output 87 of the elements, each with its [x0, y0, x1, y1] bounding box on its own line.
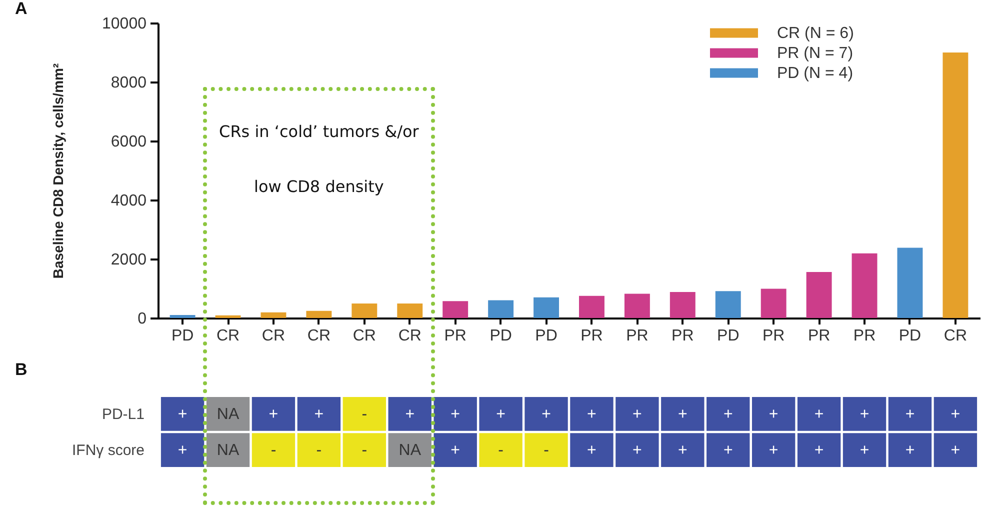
- text: +: [450, 442, 460, 460]
- bar: [806, 272, 832, 318]
- y-tick-label: 2000: [110, 252, 147, 268]
- x-tick-label: CR: [398, 328, 422, 344]
- x-tick-label: PR: [672, 328, 694, 344]
- y-tick-label: 8000: [110, 74, 147, 92]
- bar: [306, 310, 332, 318]
- text: +: [678, 442, 688, 460]
- bar: [579, 296, 604, 318]
- x-tick-label: PD: [535, 328, 558, 344]
- bar: [942, 52, 968, 318]
- text: +: [587, 442, 596, 460]
- bar: [897, 248, 923, 318]
- text: +: [768, 442, 778, 460]
- text: +: [678, 406, 688, 423]
- bar: [670, 292, 696, 318]
- bar: [352, 304, 378, 318]
- text: CRs in ‘cold’ tumors &/or low CD8 density: [219, 122, 419, 196]
- text: +: [814, 406, 824, 423]
- x-tick-label: CR: [216, 328, 240, 344]
- x-tick-label: CR: [352, 328, 376, 344]
- bar: [442, 301, 468, 318]
- text: -: [498, 442, 504, 460]
- x-tick-label: PD: [490, 328, 512, 344]
- text: +: [860, 442, 870, 460]
- bar: [715, 291, 741, 318]
- text: +: [905, 442, 915, 460]
- y-tick-label: IFNγ score: [72, 442, 144, 460]
- text: -: [362, 406, 368, 423]
- text: NA: [216, 442, 240, 460]
- legend-label: PR (N = 7): [777, 45, 854, 62]
- text: +: [178, 406, 188, 423]
- text: +: [768, 406, 778, 423]
- text: +: [587, 406, 596, 423]
- text: +: [723, 406, 733, 423]
- x-tick-label: CR: [262, 328, 286, 344]
- text: +: [950, 406, 960, 423]
- bar: [215, 315, 241, 318]
- x-tick-label: CR: [307, 328, 330, 344]
- y-tick-label: 6000: [110, 134, 147, 150]
- text: NA: [398, 442, 421, 460]
- bar: [760, 288, 786, 318]
- x-tick-label: PR: [808, 328, 830, 344]
- text: +: [542, 406, 551, 423]
- text: +: [405, 406, 415, 423]
- text: -: [544, 442, 549, 460]
- text: A: [15, 0, 28, 18]
- x-tick-label: PD: [717, 328, 740, 344]
- y-tick-label: 4000: [110, 192, 147, 210]
- x-tick-label: PR: [853, 328, 876, 344]
- y-tick-label: 0: [138, 310, 147, 328]
- text: -: [270, 442, 276, 460]
- text: +: [860, 406, 870, 423]
- text: +: [178, 442, 188, 460]
- bar: [260, 312, 286, 318]
- text: +: [268, 406, 278, 423]
- x-tick-label: PR: [580, 328, 603, 344]
- text: +: [905, 406, 915, 423]
- text: NA: [216, 406, 240, 423]
- x-tick-label: PR: [762, 328, 785, 344]
- bar: [488, 300, 514, 318]
- legend-label: PD (N = 4): [777, 65, 854, 82]
- y-tick-label: PD-L1: [102, 406, 144, 423]
- x-tick-label: CR: [944, 328, 968, 344]
- text: B: [15, 360, 28, 379]
- text: +: [814, 442, 824, 460]
- text: +: [723, 442, 733, 460]
- bar: [852, 253, 878, 318]
- text: +: [450, 406, 460, 423]
- x-tick-label: PD: [898, 328, 922, 344]
- x-tick-label: PD: [171, 328, 194, 344]
- bar: [170, 315, 196, 318]
- y-tick-label: 10000: [102, 16, 147, 32]
- text: +: [496, 406, 506, 423]
- text: +: [314, 406, 324, 423]
- text: +: [950, 442, 960, 460]
- bar: [397, 304, 423, 318]
- legend-label: CR (N = 6): [777, 25, 854, 42]
- text: -: [362, 442, 368, 460]
- x-tick-label: PR: [626, 328, 648, 344]
- bar: [624, 294, 650, 318]
- text: -: [316, 442, 322, 460]
- text: +: [632, 442, 642, 460]
- text: +: [632, 406, 642, 423]
- x-tick-label: PR: [444, 328, 466, 344]
- y-axis-title: Baseline CD8 Density, cells/mm²: [50, 63, 66, 279]
- bar: [534, 297, 559, 318]
